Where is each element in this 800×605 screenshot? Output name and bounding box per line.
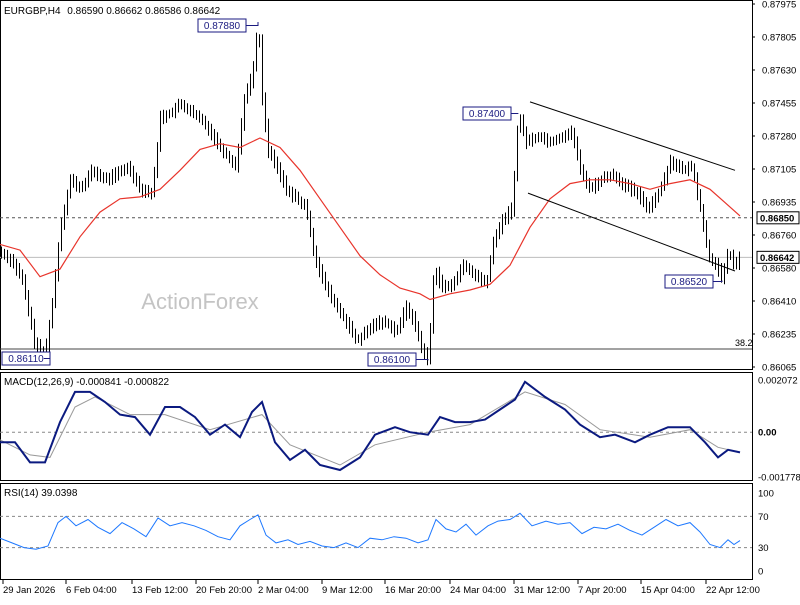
price-panel-frame (1, 1, 753, 370)
x-tick-label: 31 Mar 12:00 (514, 585, 570, 596)
x-tick-label: 13 Feb 12:00 (132, 585, 188, 596)
price-annotations: 0.87880 0.87400 0.86110 0.86100 0.86520 (2, 19, 722, 366)
annotation-connector (246, 22, 258, 25)
macd-tick-label: 0.002072 (758, 376, 798, 387)
x-tick-label: 9 Mar 12:00 (322, 585, 373, 596)
price-tick-label: 0.87630 (762, 66, 796, 77)
moving-average (0, 138, 740, 300)
macd-main-line (0, 382, 740, 470)
macd-tick-label: -0.001778 (758, 473, 800, 484)
rsi-tick-label: 70 (758, 512, 769, 523)
price-tick-label: 0.87280 (762, 132, 796, 143)
x-axis-labels: 29 Jan 2026 6 Feb 04:00 13 Feb 12:00 20 Feb… (3, 580, 760, 596)
price-tick-label: 0.87975 (762, 0, 796, 11)
watermark: ActionForex (141, 289, 258, 314)
price-tick-label: 0.86235 (762, 330, 796, 341)
y-axis-labels: 0.87975 0.87805 0.87630 0.87455 0.87280 0.871… (752, 0, 800, 578)
price-panel-title: EURGBP,H4 0.86590 0.86662 0.86586 0.8664… (4, 6, 221, 17)
rsi-lines (0, 513, 752, 549)
rsi-panel-title: RSI(14) 39.0398 (4, 488, 78, 499)
rsi-tick-label: 30 (758, 543, 769, 554)
macd-signal-line (0, 392, 740, 465)
rsi-panel-frame (1, 484, 753, 580)
price-tick-label: 0.86410 (762, 297, 796, 308)
x-tick-label: 20 Feb 20:00 (196, 585, 252, 596)
x-tick-label: 15 Apr 04:00 (641, 585, 695, 596)
rsi-tick-label: 100 (758, 489, 774, 500)
price-tick-label: 0.87455 (762, 99, 796, 110)
price-tick-label: 0.86065 (762, 363, 796, 374)
macd-tick-label: 0.00 (758, 428, 777, 439)
x-tick-label: 29 Jan 2026 (3, 585, 55, 596)
rsi-tick-label: 0 (758, 567, 763, 578)
level-price-label: 0.86850 (760, 213, 794, 224)
price-tick-label: 0.87805 (762, 33, 796, 44)
macd-panel-frame (1, 373, 753, 481)
annotation-connector (713, 281, 722, 282)
annotation-label: 0.86110 (8, 354, 44, 365)
channel-upper-line (530, 102, 735, 170)
candles (2, 33, 740, 366)
macd-panel-title: MACD(12,26,9) -0.000841 -0.000822 (4, 377, 170, 388)
price-tick-label: 0.86935 (762, 198, 796, 209)
price-tick-label: 0.86580 (762, 264, 796, 275)
x-tick-label: 6 Feb 04:00 (66, 585, 117, 596)
current-price-label: 0.86642 (760, 253, 794, 264)
ma-line (0, 138, 740, 300)
annotation-label: 0.87400 (469, 109, 506, 120)
x-tick-label: 7 Apr 20:00 (578, 585, 627, 596)
price-tick-label: 0.87105 (762, 165, 796, 176)
macd-lines (0, 382, 752, 470)
fib-level-label: 38.2 (735, 338, 753, 348)
symbol-label: EURGBP,H4 (4, 6, 61, 17)
x-tick-label: 2 Mar 04:00 (258, 585, 309, 596)
price-tick-label: 0.86760 (762, 231, 796, 242)
x-tick-label: 16 Mar 20:00 (385, 585, 441, 596)
x-tick-label: 24 Mar 04:00 (450, 585, 506, 596)
annotation-label: 0.86520 (671, 277, 708, 288)
annotation-connector (416, 360, 428, 361)
annotation-label: 0.86100 (374, 355, 411, 366)
rsi-line (0, 513, 740, 549)
x-tick-label: 22 Apr 12:00 (706, 585, 760, 596)
annotation-label: 0.87880 (204, 21, 241, 32)
ohlc-label: 0.86590 0.86662 0.86586 0.86642 (67, 6, 220, 17)
